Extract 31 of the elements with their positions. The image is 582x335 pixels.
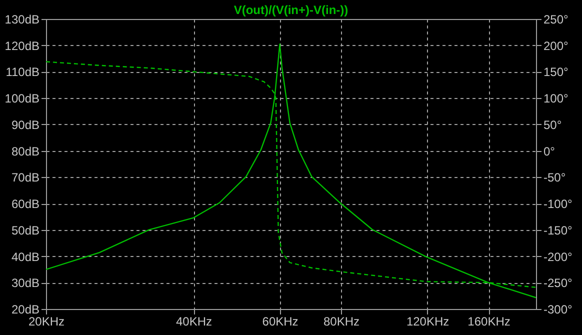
- y-tick-label: 40dB: [11, 250, 40, 264]
- y-tick-label: 20dB: [11, 302, 40, 316]
- y-tick-label: 120dB: [4, 38, 40, 53]
- y-tick-label: 50dB: [11, 223, 40, 238]
- y2-tick-label: 200°: [544, 38, 569, 53]
- y2-tick-label: 50°: [544, 118, 562, 132]
- y2-tick-label: -300°: [544, 302, 573, 316]
- x-tick-label: 80KHz: [323, 314, 360, 328]
- y2-tick-label: -100°: [544, 197, 573, 212]
- x-tick-label: 40KHz: [176, 314, 212, 328]
- y-tick-label: 130dB: [4, 12, 40, 26]
- x-tick-label: 120KHz: [406, 314, 450, 328]
- y2-tick-label: 250°: [544, 12, 569, 26]
- y2-tick-label: -200°: [544, 250, 573, 264]
- y-tick-label: 110dB: [6, 65, 40, 80]
- y2-tick-label: -250°: [544, 276, 573, 290]
- x-tick-label: 160KHz: [468, 314, 510, 328]
- y-tick-label: 80dB: [11, 144, 40, 158]
- y-tick-label: 70dB: [11, 170, 40, 185]
- x-tick-label: 60KHz: [262, 314, 298, 328]
- x-tick-label: 20KHz: [28, 314, 65, 328]
- y-tick-label: 100dB: [4, 92, 40, 106]
- y-tick-label: 30dB: [11, 276, 40, 290]
- y-tick-label: 90dB: [11, 118, 40, 132]
- y2-tick-label: -150°: [544, 223, 573, 238]
- y-tick-label: 60dB: [11, 197, 40, 212]
- chart-title: V(out)/(V(in+)-V(in-)): [234, 3, 348, 17]
- y2-tick-label: 150°: [544, 65, 569, 80]
- y2-tick-label: 0°: [544, 144, 556, 158]
- y2-tick-label: -50°: [544, 170, 566, 185]
- y2-tick-label: 100°: [544, 92, 569, 106]
